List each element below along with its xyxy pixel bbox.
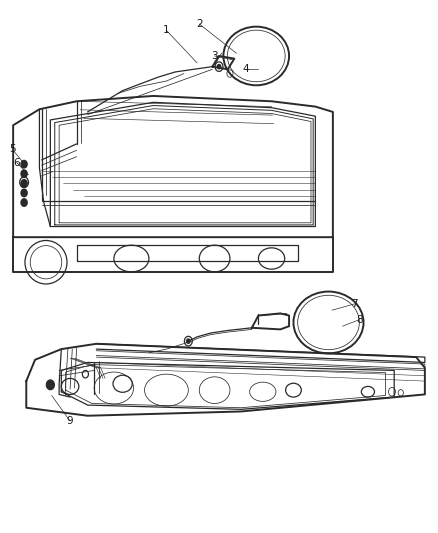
Text: 8: 8 <box>356 315 363 325</box>
Text: 9: 9 <box>67 416 74 426</box>
Circle shape <box>21 160 27 168</box>
Text: 3: 3 <box>211 51 218 61</box>
Text: 4: 4 <box>242 64 249 74</box>
Text: 7: 7 <box>351 299 358 309</box>
Text: 5: 5 <box>9 144 16 154</box>
Circle shape <box>217 64 221 69</box>
Text: 6: 6 <box>13 158 20 167</box>
Circle shape <box>21 189 27 197</box>
Circle shape <box>187 339 190 343</box>
Circle shape <box>21 180 27 187</box>
Text: 1: 1 <box>163 26 170 35</box>
Text: 2: 2 <box>196 19 203 29</box>
Circle shape <box>21 170 27 177</box>
Circle shape <box>21 199 27 206</box>
Circle shape <box>46 380 54 390</box>
